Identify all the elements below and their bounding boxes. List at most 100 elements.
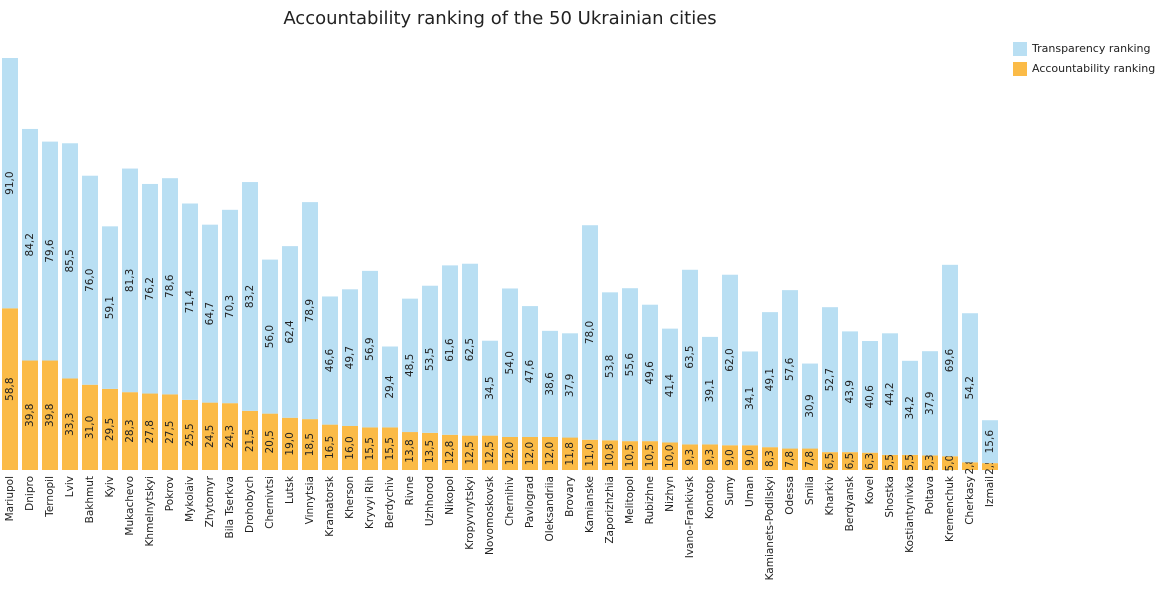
x-tick-label: Mariupol <box>4 476 16 521</box>
x-tick-label: Uzhhorod <box>424 476 436 526</box>
value-label: 28,3 <box>124 419 136 442</box>
x-tick-label: Odessa <box>784 476 796 515</box>
bar-segment <box>942 264 958 457</box>
value-label: 10,8 <box>604 443 616 466</box>
value-label: 29,5 <box>104 418 116 441</box>
bar-segment <box>462 263 478 436</box>
x-tick-label: Kamianske <box>584 476 596 533</box>
value-label: 10,5 <box>624 444 636 467</box>
x-tick-label: Shostka <box>884 476 896 518</box>
bar-segment <box>762 312 778 448</box>
bar-segment <box>562 437 578 470</box>
bar-segment <box>142 393 158 470</box>
bar-segment <box>862 452 878 470</box>
value-label: 63,5 <box>684 345 696 368</box>
bar-segment <box>702 444 718 470</box>
value-label: 31,0 <box>84 416 96 439</box>
x-tick-label: Nikopol <box>444 476 456 515</box>
bar-segment <box>542 330 558 437</box>
bar-segment <box>22 128 38 361</box>
bar-segment <box>342 289 358 426</box>
x-tick-label: Nizhyn <box>664 476 676 512</box>
bar-segment <box>262 259 278 414</box>
value-label: 61,6 <box>444 338 456 362</box>
bar-segment <box>182 399 198 470</box>
bar-segment <box>642 441 658 470</box>
bar-segment <box>642 304 658 442</box>
x-tick-label: Rivne <box>404 476 416 506</box>
value-label: 15,6 <box>984 430 996 454</box>
x-tick-label: Cherkasy <box>964 476 976 525</box>
value-label: 24,3 <box>224 425 236 448</box>
value-label: 15,5 <box>364 437 376 460</box>
bar-segment <box>202 402 218 470</box>
bar-segment <box>722 274 738 446</box>
value-label: 70,3 <box>224 295 236 318</box>
bar-segment <box>882 333 898 455</box>
bar-segment <box>582 225 598 440</box>
bar-segment <box>302 419 318 470</box>
bar-segment <box>42 141 58 361</box>
bar-segment <box>2 308 18 470</box>
bar-segment <box>282 417 298 470</box>
x-tick-label: Kamianets-Podilskyi <box>764 476 776 580</box>
value-label: 15,5 <box>384 437 396 460</box>
value-label: 47,6 <box>524 360 536 384</box>
bar-segment <box>382 346 398 428</box>
x-tick-label: Dnipro <box>24 476 36 511</box>
bar-segment <box>602 292 618 441</box>
value-label: 59,1 <box>104 296 116 319</box>
bar-segment <box>842 452 858 470</box>
x-tick-label: Khmelnytskyi <box>144 476 156 546</box>
value-label: 5,5 <box>904 454 916 471</box>
bar-segment <box>822 307 838 453</box>
value-label: 11,8 <box>564 442 576 465</box>
bar-segment <box>782 290 798 449</box>
bar-segment <box>402 432 418 470</box>
bar-segment <box>382 427 398 470</box>
bar-segment <box>982 463 998 470</box>
x-tick-label: Lutsk <box>284 475 296 504</box>
value-label: 76,0 <box>84 269 96 292</box>
value-label: 48,5 <box>404 354 416 377</box>
value-label: 18,5 <box>304 433 316 456</box>
bar-segment <box>62 378 78 470</box>
x-tick-label: Lviv <box>64 476 76 497</box>
bar-segment <box>282 246 298 418</box>
value-label: 11,0 <box>584 443 596 466</box>
bar-segment <box>182 203 198 400</box>
value-label: 12,5 <box>484 441 496 464</box>
bar-segment <box>922 455 938 470</box>
bar-segment <box>122 168 138 393</box>
value-label: 10,5 <box>644 444 656 467</box>
value-label: 9,0 <box>724 449 736 466</box>
bar-segment <box>422 285 438 433</box>
value-label: 19,0 <box>284 432 296 455</box>
x-tick-label: Kharkiv <box>824 476 836 516</box>
value-label: 9,3 <box>684 449 696 466</box>
value-label: 37,9 <box>924 392 936 415</box>
value-label: 62,5 <box>464 338 476 361</box>
value-label: 69,6 <box>944 349 956 373</box>
value-label: 7,8 <box>784 451 796 468</box>
x-tick-label: Berdyansk <box>844 475 856 531</box>
bar-segment <box>742 351 758 446</box>
bar-segment <box>762 447 778 470</box>
value-label: 6,5 <box>844 453 856 470</box>
bar-segment <box>602 440 618 470</box>
x-tick-label: Poltava <box>924 476 936 515</box>
x-tick-label: Kropyvnytskyi <box>464 476 476 550</box>
value-label: 12,0 <box>524 442 536 465</box>
value-label: 30,9 <box>804 394 816 417</box>
bar-segment <box>22 360 38 470</box>
value-label: 29,4 <box>384 375 396 399</box>
value-label: 56,0 <box>264 325 276 348</box>
bar-segment <box>682 444 698 470</box>
bar-segment <box>82 384 98 470</box>
bar-segment <box>82 175 98 385</box>
bar-segment <box>862 341 878 453</box>
value-label: 44,2 <box>884 382 896 405</box>
value-label: 16,0 <box>344 436 356 459</box>
bar-segment <box>802 363 818 449</box>
x-tick-label: Kostiantynivka <box>904 476 916 553</box>
